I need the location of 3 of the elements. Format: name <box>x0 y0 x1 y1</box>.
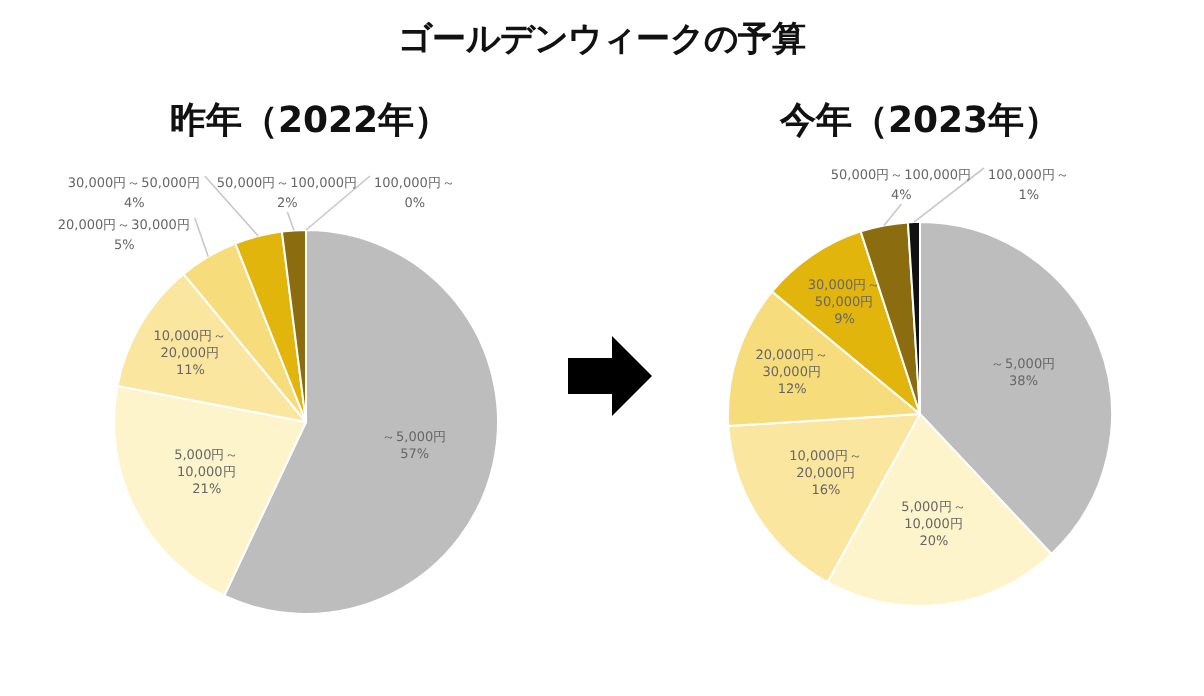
chart-title: 今年（2023年） <box>777 98 1063 144</box>
text: ゴールデンウィークの予算 <box>396 18 808 62</box>
chart-subtitle: 昨年（2022年） <box>167 98 453 144</box>
